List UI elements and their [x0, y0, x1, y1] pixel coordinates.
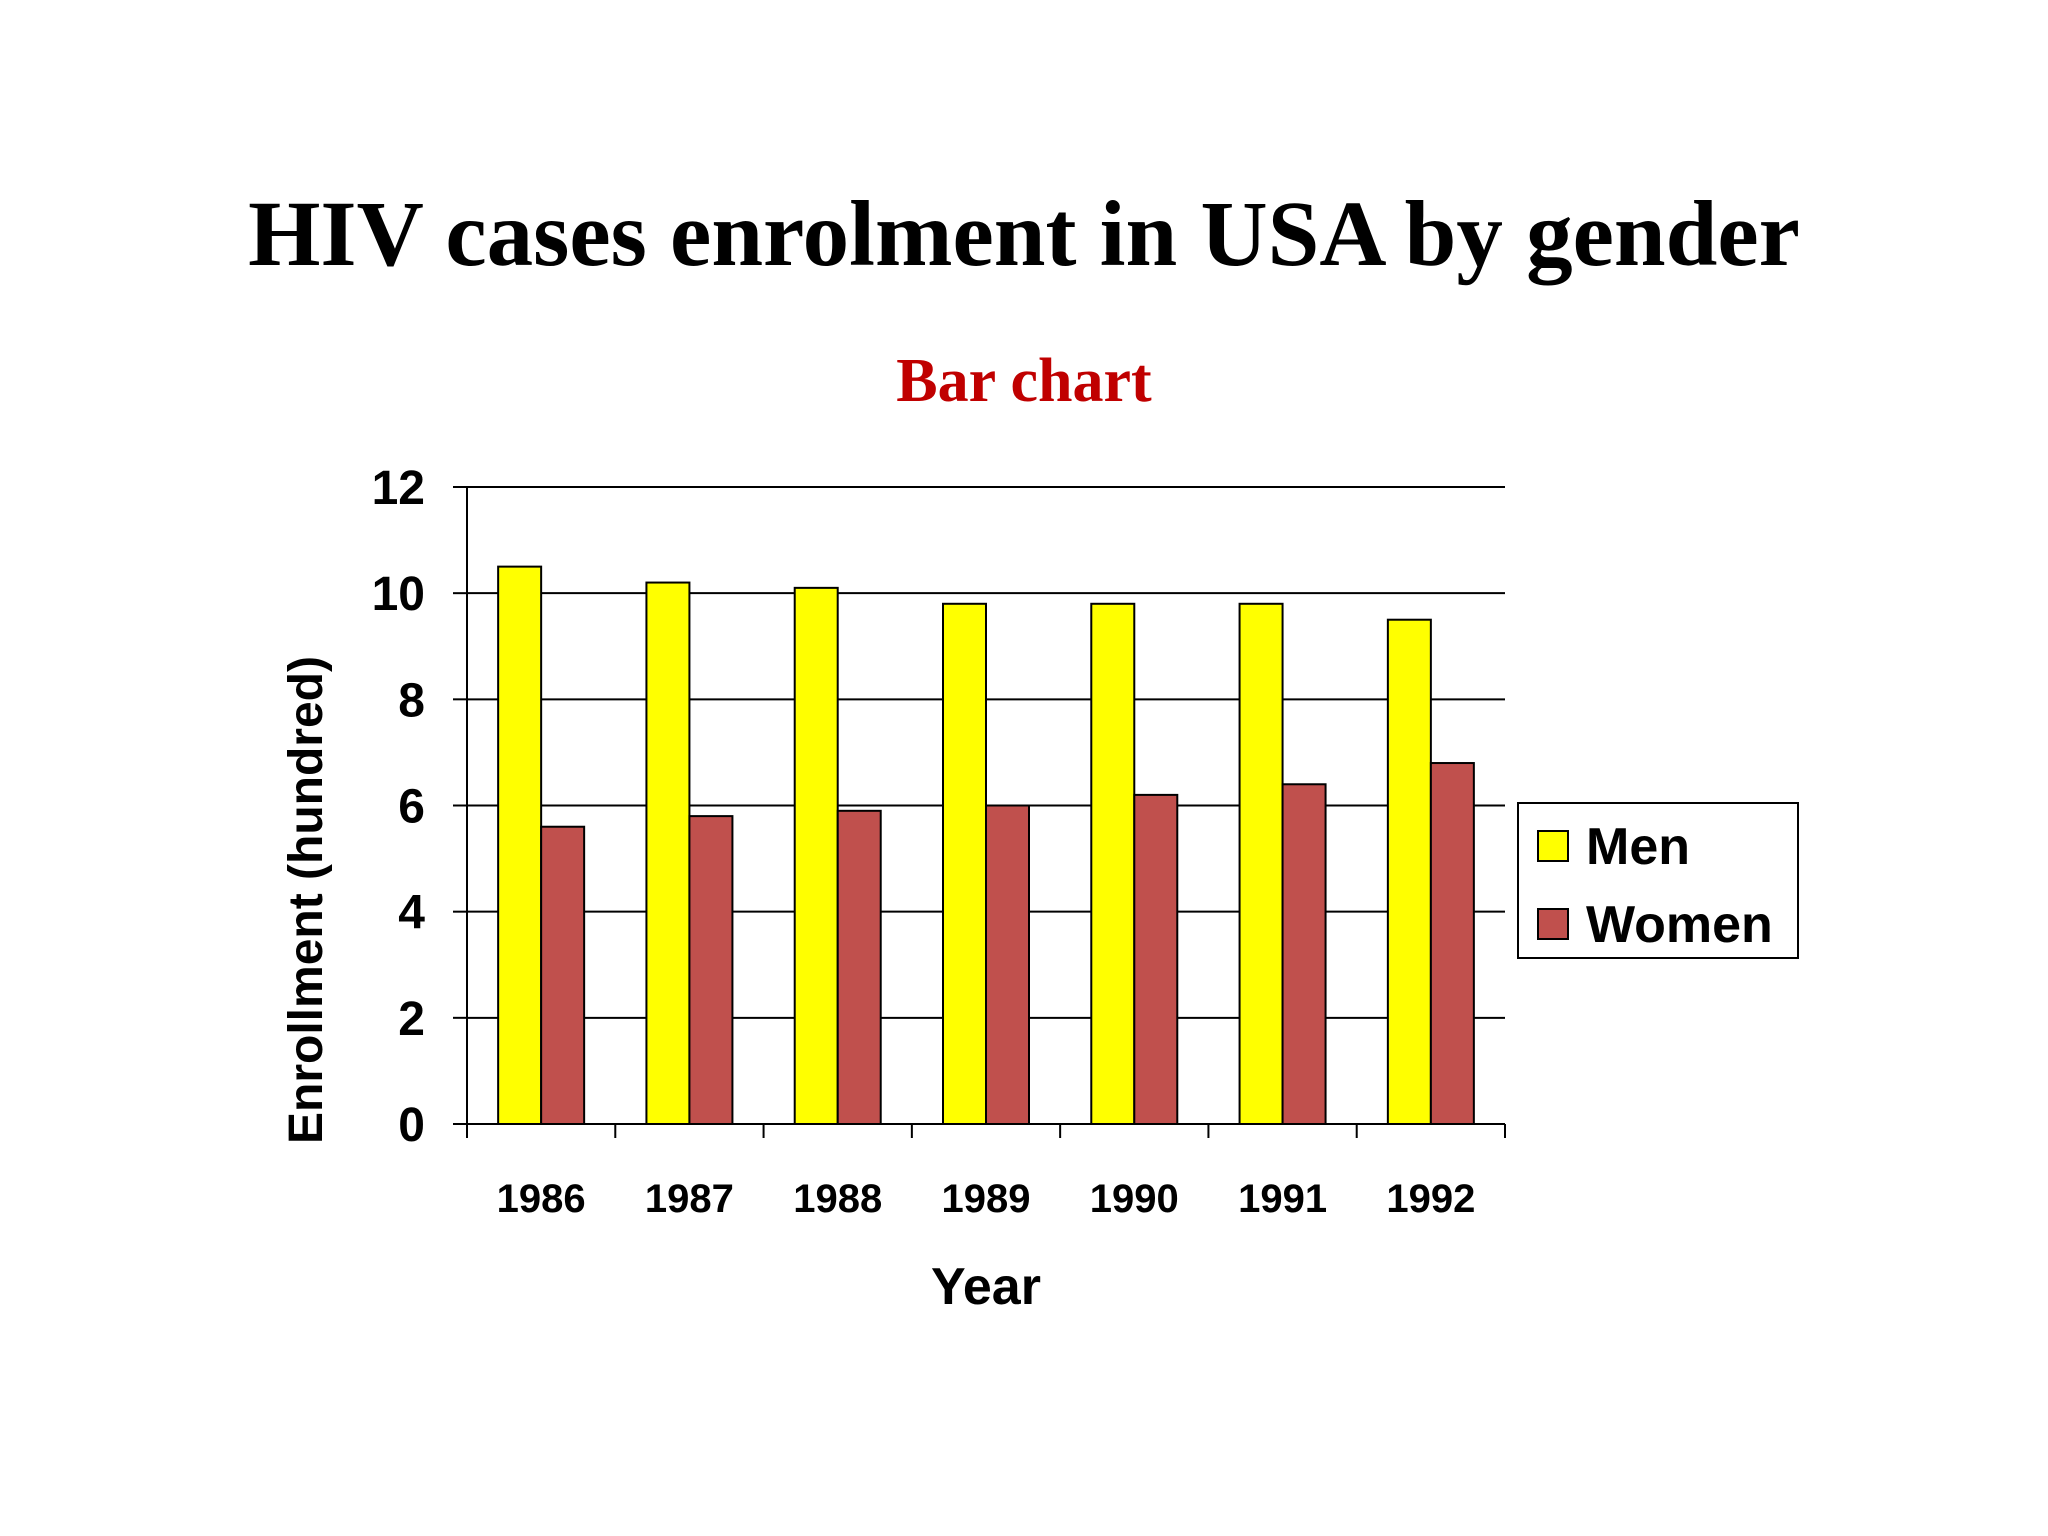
y-tick-label: 2: [398, 993, 425, 1046]
bar-men-1986: [497, 565, 543, 1125]
bar-women-1989: [985, 804, 1030, 1125]
legend: Men Women: [1517, 802, 1799, 959]
y-axis-label: Enrollment (hundred): [280, 656, 333, 1144]
x-tick-label: 1992: [1386, 1177, 1475, 1221]
y-tick-label: 0: [398, 1099, 425, 1152]
bar-men-1990: [1090, 602, 1136, 1125]
y-tick-label: 4: [398, 887, 425, 940]
bar-men-1989: [942, 602, 987, 1125]
chart-subtitle: Bar chart: [896, 347, 1152, 415]
legend-label-men: Men: [1586, 818, 1690, 876]
legend-swatch-men: [1537, 830, 1569, 862]
x-tick-label: 1989: [942, 1177, 1031, 1221]
bar-women-1990: [1133, 793, 1179, 1126]
y-tick-label: 8: [398, 674, 425, 727]
bar-men-1988: [793, 586, 839, 1125]
legend-swatch-women: [1537, 908, 1569, 940]
x-tick-label: 1990: [1090, 1177, 1179, 1221]
bar-women-1988: [836, 809, 882, 1126]
y-tick-labels: 0 2 4 6 8 10 12: [372, 462, 426, 1152]
x-tick-labels: 1986 1987 1988 1989 1990 1991 1992: [497, 1177, 1476, 1221]
bar-women-1991: [1281, 783, 1327, 1125]
bars: [497, 565, 1475, 1126]
bar-men-1992: [1386, 618, 1432, 1125]
bar-women-1987: [688, 815, 734, 1125]
x-tick-label: 1991: [1238, 1177, 1327, 1221]
x-tick-label: 1987: [645, 1177, 734, 1221]
chart-title: HIV cases enrolment in USA by gender: [248, 183, 1800, 286]
x-tick-label: 1988: [793, 1177, 882, 1221]
y-tick-label: 10: [372, 568, 425, 621]
bar-men-1987: [645, 581, 691, 1125]
x-axis-label: Year: [931, 1258, 1041, 1316]
bar-women-1992: [1429, 762, 1475, 1125]
x-tick-label: 1986: [497, 1177, 586, 1221]
bar-men-1991: [1238, 602, 1284, 1125]
y-tick-label: 12: [372, 462, 425, 515]
bar-women-1986: [540, 825, 586, 1125]
legend-label-women: Women: [1586, 896, 1773, 954]
y-tick-label: 6: [398, 781, 425, 834]
axes: [466, 487, 1505, 1125]
